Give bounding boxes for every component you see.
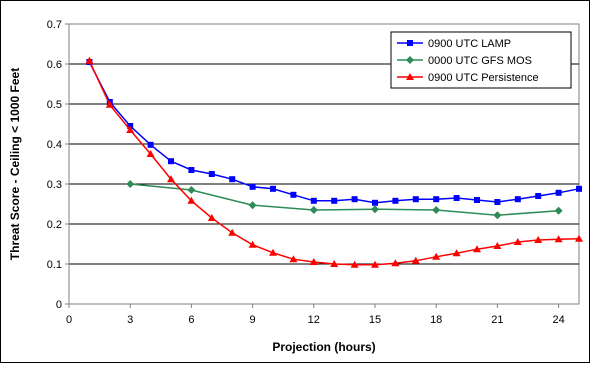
data-point	[105, 100, 114, 108]
x-tick-label: 12	[308, 314, 320, 326]
y-tick-label: 0.5	[47, 99, 62, 111]
data-point	[432, 252, 441, 260]
data-point	[248, 201, 257, 210]
data-point	[309, 206, 318, 214]
data-point	[473, 245, 481, 253]
y-tick-label: 0	[56, 299, 62, 311]
legend-entry: 0900 UTC LAMP	[397, 38, 511, 50]
x-tick-label: 6	[188, 314, 194, 326]
legend: 0900 UTC LAMP 0000 UTC GFS MOS 0900 UTC Pe…	[390, 31, 572, 89]
data-point	[391, 259, 400, 267]
data-point	[392, 197, 399, 204]
legend-entry: 0900 UTC Persistence	[397, 72, 539, 84]
data-point	[167, 175, 175, 183]
data-point	[555, 189, 562, 196]
data-point	[187, 196, 196, 204]
data-point	[208, 171, 215, 177]
data-point	[126, 126, 135, 133]
legend-label: 0900 UTC Persistence	[428, 72, 539, 84]
data-point	[228, 228, 237, 236]
data-point	[494, 199, 501, 205]
data-point	[289, 255, 298, 263]
series-diamond	[126, 180, 563, 220]
data-point	[453, 195, 460, 201]
y-tick-label: 0.2	[47, 219, 62, 231]
data-point	[351, 196, 358, 203]
data-point	[188, 167, 195, 173]
y-tick-label: 0.6	[47, 59, 62, 71]
series-square	[86, 59, 582, 206]
data-point	[146, 150, 155, 157]
axes	[65, 23, 579, 308]
data-point	[270, 185, 276, 192]
legend-marker	[406, 56, 414, 64]
data-point	[330, 260, 339, 267]
data-point	[269, 248, 277, 256]
data-point	[513, 238, 522, 245]
legend-label: 0000 UTC GFS MOS	[428, 55, 532, 67]
series-line	[130, 183, 559, 216]
data-point	[575, 234, 583, 242]
data-point	[576, 185, 582, 192]
data-point	[534, 236, 543, 243]
data-point	[535, 193, 542, 199]
data-point	[126, 180, 135, 188]
legend-marker	[407, 40, 413, 46]
x-tick-label: 9	[250, 314, 256, 326]
data-point	[452, 249, 461, 257]
data-point	[514, 196, 521, 203]
data-point	[371, 260, 379, 268]
data-point	[207, 214, 216, 221]
x-axis-label: Projection (hours)	[272, 340, 375, 354]
x-tick-label: 21	[491, 314, 503, 326]
data-point	[433, 196, 440, 203]
y-tick-label: 0.3	[47, 179, 62, 191]
data-point	[248, 240, 257, 248]
data-point	[331, 197, 338, 204]
x-tick-label: 0	[66, 314, 72, 326]
data-point	[554, 235, 563, 243]
data-point	[432, 206, 441, 214]
data-point	[147, 141, 154, 148]
data-point	[412, 196, 419, 203]
data-point	[309, 258, 318, 265]
legend-marker	[406, 73, 414, 80]
data-point	[350, 260, 359, 268]
x-tick-label: 18	[430, 314, 442, 326]
data-point	[493, 211, 502, 220]
data-point	[493, 242, 502, 249]
data-point	[411, 256, 420, 264]
data-point	[249, 183, 256, 190]
data-point	[229, 176, 236, 183]
data-point	[168, 158, 174, 165]
y-tick-label: 0.1	[47, 259, 62, 271]
x-tick-label: 15	[369, 314, 381, 326]
data-point	[310, 197, 317, 204]
y-tick-label: 0.4	[47, 139, 62, 151]
y-tick-label: 0.7	[47, 19, 62, 31]
data-point	[474, 197, 480, 203]
data-point	[554, 206, 563, 215]
tick-labels: 0 0.1 0.2 0.3 0.4 0.5 0.6 0.7 0 3 6 9 12 15 18 21 24	[47, 19, 565, 326]
data-point	[372, 199, 378, 206]
grid-lines	[69, 63, 579, 265]
legend-label: 0900 UTC LAMP	[428, 38, 511, 50]
series-layer	[85, 56, 583, 268]
data-point	[85, 56, 94, 64]
data-point	[371, 205, 379, 214]
y-axis-label: Threat Score - Ceiling < 1000 Feet	[8, 68, 22, 260]
data-point	[187, 186, 196, 194]
x-tick-label: 3	[127, 314, 133, 326]
series-triangle	[85, 56, 583, 268]
x-tick-label: 24	[552, 314, 564, 326]
data-point	[290, 191, 297, 198]
legend-entry: 0000 UTC GFS MOS	[397, 55, 532, 67]
